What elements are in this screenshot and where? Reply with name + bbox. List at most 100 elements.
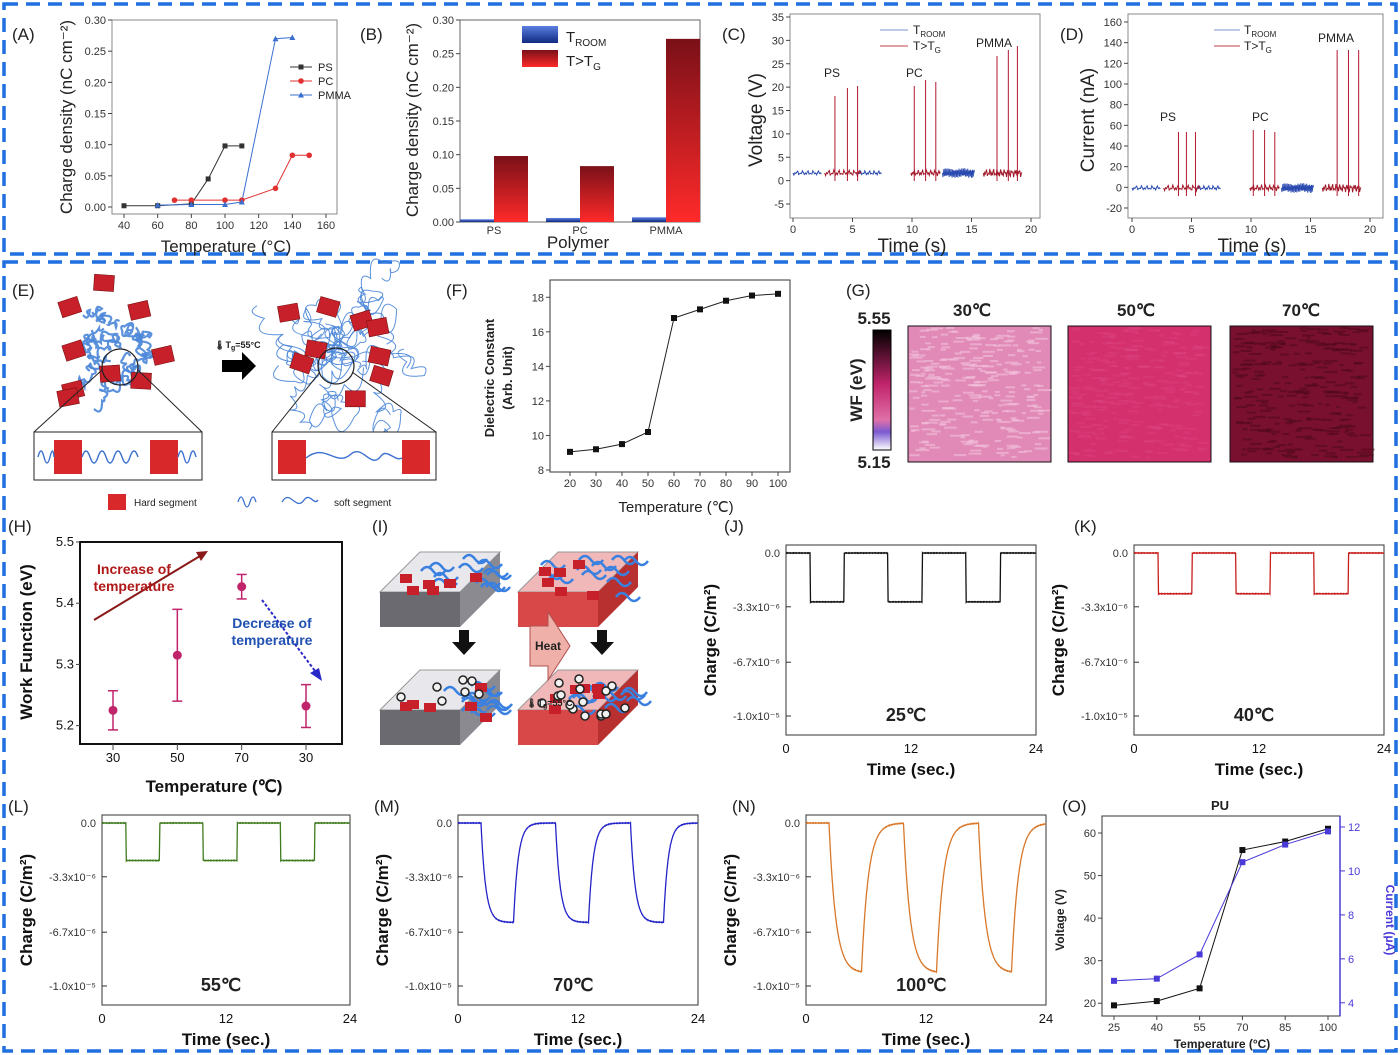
bottom-frame <box>2 260 1398 1053</box>
f-ytick-5: 18 <box>532 292 544 304</box>
charge-ylabel: Charge (C/m²) <box>17 854 36 966</box>
b-ytick-1: 0.05 <box>433 183 454 195</box>
panel-h: (H) 30 50 70 30 5.2 5.3 5.4 5.5 Increase of tem… <box>8 517 343 796</box>
wf-point <box>301 701 311 711</box>
legend-d-troom: TROOM <box>1244 23 1277 39</box>
panel-m-label: (M) <box>374 797 399 816</box>
soft-segment-chain <box>284 305 359 342</box>
charge-xtick: 12 <box>904 741 918 756</box>
pc-point <box>272 185 279 192</box>
room-trace-pc <box>856 169 882 177</box>
wf-point <box>108 705 118 715</box>
panel-e: (E) 🌡Tg=55°C Hard segment soft segment <box>12 258 437 510</box>
dielectric-point <box>775 290 781 297</box>
panel-l-label: (L) <box>8 797 29 816</box>
f-ylabel-2: (Arb. Unit) <box>500 346 515 410</box>
charge-trace-n <box>805 821 1047 974</box>
c-ytick-4: 15 <box>772 106 784 118</box>
charge-ytick: -6.7x10⁻⁶ <box>733 657 780 669</box>
d-xtick-4: 20 <box>1364 224 1376 236</box>
legend-pc: PC <box>318 76 333 88</box>
i-tg-label: 🌡Tg=55°C <box>526 698 573 710</box>
b-ylabel: Charge density (nC cm⁻²) <box>403 23 422 217</box>
charge-ytick: -3.3x10⁻⁶ <box>405 872 452 884</box>
soft-segment-chain <box>81 333 93 358</box>
h-ylabel: Work Function (eV) <box>17 564 36 720</box>
charge-ytick: 0.0 <box>1113 548 1128 560</box>
charge-xtick: 0 <box>782 741 789 756</box>
a-xtick-0: 40 <box>118 220 130 232</box>
room-trace-ps <box>792 169 822 177</box>
f-xtick-6: 80 <box>720 478 732 490</box>
d-ylabel: Current (nA) <box>1078 68 1099 173</box>
charge-ytick: -1.0x10⁻⁵ <box>405 981 452 993</box>
b-xtick-0: PS <box>487 225 502 237</box>
hard-segment-cube <box>367 345 392 367</box>
h-ytick-0: 5.2 <box>56 718 74 733</box>
soft-segment-chain <box>133 330 153 347</box>
panel-g-label: (G) <box>846 281 871 300</box>
current-point <box>1153 975 1160 982</box>
temp-label-l: 55℃ <box>201 975 241 995</box>
d-xtick-0: 0 <box>1129 224 1135 236</box>
c-xtick-0: 0 <box>790 224 796 236</box>
charge-ytick: 0.0 <box>81 818 96 830</box>
c-ytick-3: 10 <box>772 129 784 141</box>
h-ytick-3: 5.5 <box>56 534 74 549</box>
ps-point <box>121 203 127 209</box>
ion-slab-0 <box>378 551 512 627</box>
a-xtick-1: 60 <box>152 220 164 232</box>
charge-ytick: -3.3x10⁻⁶ <box>49 872 96 884</box>
d-ytick-6: 100 <box>1104 79 1122 91</box>
a-xtick-5: 140 <box>283 220 301 232</box>
charge-xtick: 12 <box>919 1011 933 1026</box>
c-ytick-0: -5 <box>774 199 784 211</box>
o-ylabel-right: Current (μA) <box>1383 885 1397 956</box>
pmma-point <box>238 199 245 205</box>
a-ytick-5: 0.25 <box>85 46 106 58</box>
charge-ytick: -1.0x10⁻⁵ <box>1081 711 1128 723</box>
panel-g: (G) 5.55 5.15 WF (eV) 30℃ 50℃ 70℃ <box>846 281 1375 472</box>
charge-ylabel: Charge (C/m²) <box>721 854 740 966</box>
h-ytick-2: 5.4 <box>56 595 74 610</box>
c-tag-pmma: PMMA <box>976 36 1012 50</box>
o-xtick-4: 85 <box>1279 1022 1291 1034</box>
pc-point <box>306 152 312 159</box>
current-point <box>1325 828 1331 835</box>
charge-ytick: -3.3x10⁻⁶ <box>753 872 800 884</box>
a-xlabel: Temperature (°C) <box>161 237 292 256</box>
a-xtick-6: 160 <box>317 220 335 232</box>
b-ytick-0: 0.00 <box>433 217 454 229</box>
b-ytick-3: 0.15 <box>433 116 454 128</box>
panel-b: (B) 0.00 0.05 0.10 0.15 0.20 0.25 0.30 PS PC PMM… <box>360 15 701 252</box>
charge-xtick: 0 <box>98 1011 105 1026</box>
room-trace-pc <box>1195 184 1221 192</box>
d-tag-pmma: PMMA <box>1318 31 1354 45</box>
hot-trace-pmma <box>1321 183 1362 193</box>
a-ytick-3: 0.15 <box>85 109 106 121</box>
panel-j: (J) 0 12 24 0.0 -3.3x10⁻⁶ -6.7x10⁻⁶ -1.0x10⁻⁵ 25… <box>701 517 1043 779</box>
pmma-point <box>188 201 195 208</box>
e-tg-label: 🌡Tg=55°C <box>214 340 261 352</box>
decrease-label-2: temperature <box>232 632 313 648</box>
a-ylabel: Charge density (nC cm⁻²) <box>57 20 76 214</box>
soft-segment-chain <box>321 325 360 384</box>
charge-trace-k <box>1133 551 1385 596</box>
ps-point <box>239 143 245 149</box>
colorbar-bottom: 5.15 <box>857 453 890 472</box>
current-line <box>1113 830 1329 982</box>
heat-label: Heat <box>535 639 561 653</box>
c-ytick-2: 5 <box>778 152 784 164</box>
voltage-point <box>1153 998 1160 1005</box>
soft-segment-chain <box>82 305 107 323</box>
pmma-point <box>289 34 296 40</box>
panel-e-label: (E) <box>12 281 35 300</box>
series-pmma-line <box>157 36 293 206</box>
b-xlabel: Polymer <box>547 233 610 252</box>
charge-xtick: 24 <box>1039 1011 1053 1026</box>
soft-segment-chain <box>322 367 364 433</box>
d-ytick-3: 40 <box>1110 141 1122 153</box>
bar-ttg-PC <box>580 166 614 222</box>
colorbar <box>872 329 892 451</box>
hard-segment-block <box>54 440 82 474</box>
